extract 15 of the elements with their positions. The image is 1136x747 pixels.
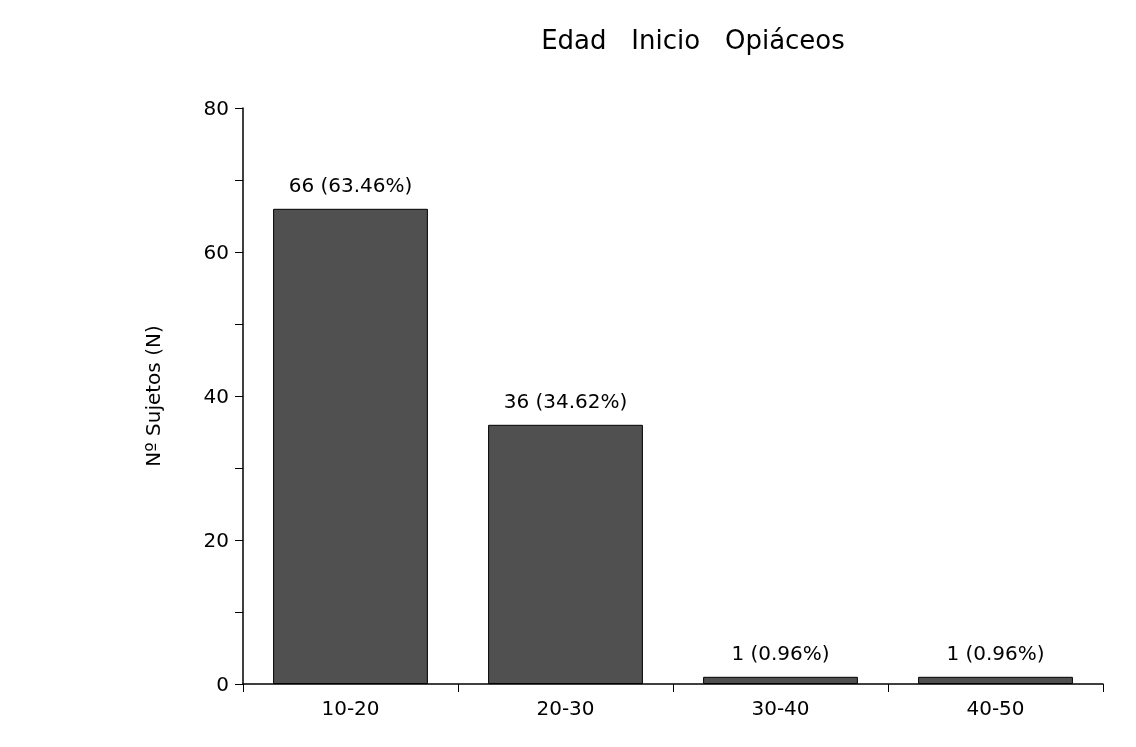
x-tick-label: 20-30: [536, 696, 595, 720]
data-label: 1 (0.96%): [946, 640, 1045, 665]
x-tick-label: 40-50: [966, 696, 1025, 720]
data-label: 36 (34.62%): [503, 388, 628, 413]
data-label: 1 (0.96%): [731, 640, 830, 665]
y-tick-label: 80: [203, 96, 229, 120]
x-tick-label: 30-40: [751, 696, 810, 720]
chart-title: Edad Inicio Opiáceos: [541, 25, 845, 55]
x-tick-label: 10-20: [321, 696, 380, 720]
y-tick-label: 20: [203, 528, 229, 552]
y-tick-label: 0: [216, 672, 229, 696]
y-tick-label: 40: [203, 384, 229, 408]
data-label: 66 (63.46%): [288, 172, 413, 197]
y-axis-title: Nº Sujetos (N): [141, 325, 165, 467]
y-tick-label: 60: [203, 240, 229, 264]
